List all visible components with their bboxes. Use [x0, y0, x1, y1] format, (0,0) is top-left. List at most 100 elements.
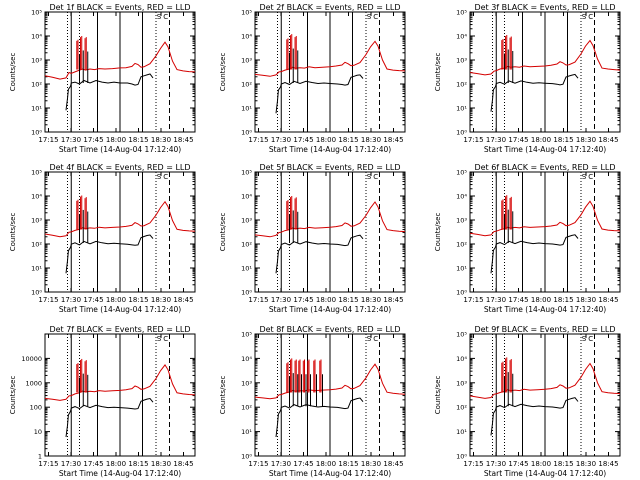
y-tick-label: 10000	[21, 355, 42, 363]
y-tick-label: 10³	[456, 57, 467, 65]
panel-title: Det 1f BLACK = Events, RED = LLD	[49, 3, 190, 12]
x-tick-label: 18:45	[173, 460, 193, 468]
x-axis-label: Start Time (14-Aug-04 17:12:40)	[484, 145, 606, 154]
y-tick-label: 10⁴	[456, 193, 467, 201]
panel-title: Det 2f BLACK = Events, RED = LLD	[259, 3, 400, 12]
x-tick-label: 18:45	[383, 296, 403, 304]
top-mark-label: S	[367, 173, 372, 181]
y-tick-label: 10⁵	[456, 331, 467, 339]
x-tick-label: 18:30	[361, 460, 381, 468]
x-axis-label: Start Time (14-Aug-04 17:12:40)	[484, 305, 606, 314]
top-mark-label: S	[157, 335, 162, 343]
x-tick-label: 18:15	[553, 136, 573, 144]
x-tick-label: 18:30	[576, 460, 596, 468]
y-tick-label: 10⁵	[241, 331, 252, 339]
x-tick-label: 18:00	[106, 296, 126, 304]
x-tick-label: 18:45	[383, 460, 403, 468]
x-tick-label: 18:45	[598, 136, 618, 144]
panel-det-7: Det 7f BLACK = Events, RED = LLD Counts/s…	[9, 325, 196, 478]
x-tick-label: 17:45	[508, 296, 528, 304]
panel-title: Det 4f BLACK = Events, RED = LLD	[49, 163, 190, 172]
x-tick-label: 18:15	[553, 296, 573, 304]
y-tick-label: 10¹	[456, 105, 467, 113]
x-tick-label: 17:15	[248, 296, 268, 304]
x-axis-label: Start Time (14-Aug-04 17:12:40)	[269, 305, 391, 314]
y-axis-label: Counts/sec	[9, 53, 17, 92]
series-red-lld	[254, 40, 406, 77]
panel-title: Det 6f BLACK = Events, RED = LLD	[474, 163, 615, 172]
y-tick-label: 10⁵	[31, 169, 42, 177]
x-tick-label: 17:30	[486, 136, 506, 144]
panel-det-1: Det 1f BLACK = Events, RED = LLD Counts/s…	[9, 3, 196, 154]
x-tick-label: 17:15	[38, 460, 58, 468]
x-tick-label: 18:45	[173, 136, 193, 144]
y-axis-label: Counts/sec	[434, 53, 442, 92]
x-tick-label: 17:30	[61, 296, 81, 304]
top-mark-label: C	[373, 335, 378, 343]
y-tick-label: 10²	[456, 81, 467, 89]
series-red-lld	[44, 364, 196, 401]
x-tick-label: 17:45	[83, 296, 103, 304]
x-tick-label: 17:45	[508, 136, 528, 144]
x-tick-label: 17:30	[271, 136, 291, 144]
x-tick-label: 18:15	[338, 136, 358, 144]
y-tick-label: 10⁵	[456, 169, 467, 177]
x-tick-label: 17:30	[486, 296, 506, 304]
panel-title: Det 3f BLACK = Events, RED = LLD	[474, 3, 615, 12]
series-black-events	[490, 234, 579, 274]
x-tick-label: 18:30	[576, 296, 596, 304]
y-tick-label: 1	[38, 453, 42, 461]
y-tick-label: 10⁰	[456, 289, 467, 297]
y-axis-label: Counts/sec	[9, 213, 17, 252]
x-axis-label: Start Time (14-Aug-04 17:12:40)	[269, 145, 391, 154]
y-tick-label: 10⁴	[241, 193, 252, 201]
series-red-lld	[44, 200, 196, 238]
y-tick-label: 10³	[241, 217, 252, 225]
panel-det-9: Det 9f BLACK = Events, RED = LLD Counts/s…	[434, 325, 621, 478]
x-tick-label: 17:15	[463, 136, 483, 144]
x-tick-label: 18:00	[316, 460, 336, 468]
panel-det-8: Det 8f BLACK = Events, RED = LLD Counts/s…	[219, 325, 406, 478]
top-mark-label: C	[588, 13, 593, 21]
panel-title: Det 9f BLACK = Events, RED = LLD	[474, 325, 615, 334]
x-tick-label: 17:15	[248, 136, 268, 144]
panel-title: Det 8f BLACK = Events, RED = LLD	[259, 325, 400, 334]
x-tick-label: 17:15	[463, 460, 483, 468]
x-tick-label: 17:30	[271, 460, 291, 468]
x-tick-label: 17:30	[486, 460, 506, 468]
x-tick-label: 18:30	[361, 136, 381, 144]
x-tick-label: 18:30	[151, 136, 171, 144]
y-tick-label: 10⁴	[456, 33, 467, 41]
x-tick-label: 18:30	[576, 136, 596, 144]
x-tick-label: 17:45	[83, 136, 103, 144]
series-black-events	[490, 397, 579, 436]
x-tick-label: 18:15	[128, 296, 148, 304]
series-black-events	[65, 234, 154, 274]
x-tick-label: 17:15	[38, 296, 58, 304]
series-black-events	[275, 234, 364, 274]
y-axis-label: Counts/sec	[434, 376, 442, 415]
x-tick-label: 17:45	[293, 296, 313, 304]
top-mark-label: C	[373, 173, 378, 181]
x-tick-label: 17:45	[508, 460, 528, 468]
x-tick-label: 18:30	[361, 296, 381, 304]
y-axis-label: Counts/sec	[219, 53, 227, 92]
y-tick-label: 10¹	[31, 265, 42, 273]
top-mark-label: C	[373, 13, 378, 21]
panel-det-2: Det 2f BLACK = Events, RED = LLD Counts/s…	[219, 3, 406, 154]
y-tick-label: 10⁴	[241, 355, 252, 363]
top-mark-label: S	[157, 173, 162, 181]
y-tick-label: 10³	[241, 57, 252, 65]
y-tick-label: 10⁰	[31, 289, 42, 297]
x-axis-label: Start Time (14-Aug-04 17:12:40)	[59, 469, 181, 478]
y-tick-label: 10³	[31, 217, 42, 225]
x-tick-label: 18:00	[316, 296, 336, 304]
x-tick-label: 18:15	[338, 296, 358, 304]
y-tick-label: 100	[30, 404, 42, 412]
x-tick-label: 17:45	[83, 460, 103, 468]
x-tick-label: 17:45	[293, 460, 313, 468]
y-tick-label: 10⁰	[241, 129, 252, 137]
y-tick-label: 10¹	[31, 105, 42, 113]
x-tick-label: 18:45	[598, 296, 618, 304]
top-mark-label: C	[163, 173, 168, 181]
